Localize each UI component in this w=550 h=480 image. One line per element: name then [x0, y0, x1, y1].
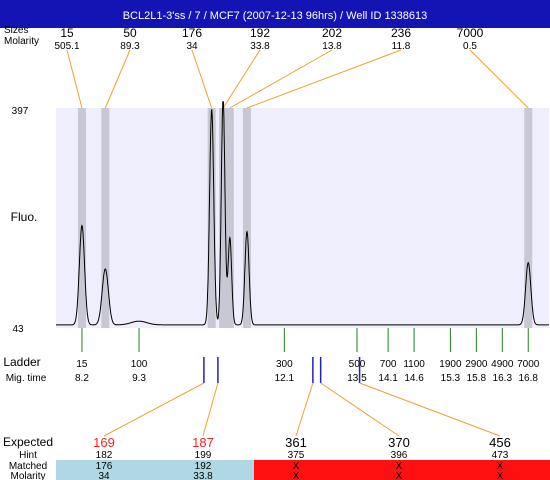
peak-size-label: 15 — [60, 26, 74, 40]
peak-connector-line — [229, 49, 333, 109]
matched-label: Matched — [9, 461, 47, 472]
ladder-size-label: 4900 — [491, 359, 514, 370]
expected-connector-line — [202, 382, 219, 437]
y-max-label: 397 — [12, 106, 29, 117]
plot-area — [56, 108, 549, 328]
peak-connector-line — [104, 49, 131, 109]
hint-label: Hint — [19, 450, 37, 461]
expected-label: Expected — [3, 435, 53, 449]
matched-value: 192 — [195, 461, 212, 472]
matched-value: X — [293, 461, 300, 472]
peak-molarity-label: 505.1 — [54, 41, 79, 52]
y-axis-label: Fluo. — [11, 210, 38, 224]
peak-molarity-label: 89.3 — [120, 41, 140, 52]
fluorescence-trace — [56, 101, 549, 326]
matched-ok-bg — [56, 460, 254, 480]
peak-size-label: 202 — [322, 26, 342, 40]
peak-connector-line — [66, 49, 83, 109]
hint-value: 473 — [492, 450, 509, 461]
ladder-time-label: 12.1 — [275, 373, 295, 384]
ladder-size-label: 500 — [349, 359, 366, 370]
ladder-time-label: 9.3 — [132, 373, 146, 384]
ladder-size-label: 15 — [76, 359, 88, 370]
hint-value: 375 — [288, 450, 305, 461]
ladder-time-label: 15.8 — [467, 373, 487, 384]
peak-band — [77, 108, 86, 328]
sizes-label: Sizes — [4, 25, 28, 36]
peak-band — [101, 108, 110, 328]
peak-molarity-label: 33.8 — [250, 41, 270, 52]
ladder-size-label: 100 — [131, 359, 148, 370]
ladder-size-label: 2900 — [465, 359, 488, 370]
hint-value: 182 — [96, 450, 113, 461]
ladder-size-label: 7000 — [517, 359, 540, 370]
matched-value: 176 — [96, 461, 113, 472]
matched-molarity-value: 33.8 — [193, 471, 213, 480]
ladder-size-label: 1100 — [403, 359, 425, 370]
peak-band — [207, 108, 216, 328]
ladder-time-label: 16.3 — [493, 373, 513, 384]
peak-band — [225, 108, 234, 328]
peak-size-label: 192 — [250, 26, 270, 40]
mig-time-label: Mig. time — [6, 373, 47, 384]
matched-molarity-value: X — [396, 471, 403, 480]
y-min-label: 43 — [12, 324, 24, 335]
matched-bad-bg — [254, 460, 550, 480]
chart-title: BCL2L1-3'ss / 7 / MCF7 (2007-12-13 96hrs… — [123, 10, 428, 22]
matched-value: X — [396, 461, 403, 472]
expected-value: 370 — [388, 435, 410, 450]
ladder-size-label: 1900 — [439, 359, 462, 370]
peak-band — [219, 108, 228, 328]
expected-connector-line — [103, 382, 205, 437]
ladder-size-label: 700 — [380, 359, 397, 370]
peak-connector-line — [222, 49, 261, 109]
molarity-row-label: Molarity — [10, 471, 45, 480]
peak-molarity-label: 13.8 — [322, 41, 342, 52]
ladder-time-label: 13.5 — [347, 373, 367, 384]
peak-size-label: 50 — [123, 26, 137, 40]
peak-size-label: 236 — [391, 26, 411, 40]
ladder-time-label: 14.6 — [404, 373, 424, 384]
expected-connector-line — [295, 382, 314, 437]
expected-connector-line — [320, 382, 400, 437]
expected-value: 169 — [93, 435, 115, 450]
peak-size-label: 7000 — [457, 26, 484, 40]
hint-value: 199 — [195, 450, 212, 461]
ladder-time-label: 14.1 — [378, 373, 398, 384]
peak-size-label: 176 — [182, 26, 202, 40]
expected-connector-line — [359, 382, 501, 437]
peak-molarity-label: 0.5 — [463, 41, 477, 52]
expected-value: 187 — [192, 435, 214, 450]
ladder-time-label: 16.8 — [519, 373, 539, 384]
ladder-time-label: 8.2 — [75, 373, 89, 384]
peak-band — [242, 108, 251, 328]
matched-value: X — [497, 461, 504, 472]
ladder-label: Ladder — [3, 355, 40, 369]
matched-molarity-value: X — [293, 471, 300, 480]
peak-molarity-label: 11.8 — [392, 41, 411, 52]
ladder-size-label: 300 — [276, 359, 293, 370]
peak-band — [524, 108, 533, 328]
matched-molarity-value: X — [497, 471, 504, 480]
peak-connector-line — [469, 49, 529, 109]
peak-molarity-label: 34 — [186, 41, 198, 52]
ladder-time-label: 15.3 — [441, 373, 461, 384]
hint-value: 396 — [391, 450, 408, 461]
matched-molarity-value: 34 — [98, 471, 110, 480]
molarity-label: Molarity — [4, 36, 39, 47]
expected-value: 361 — [285, 435, 307, 450]
peak-connector-line — [191, 49, 213, 109]
peak-connector-line — [246, 49, 402, 109]
title-bar — [0, 0, 550, 28]
expected-value: 456 — [489, 435, 511, 450]
